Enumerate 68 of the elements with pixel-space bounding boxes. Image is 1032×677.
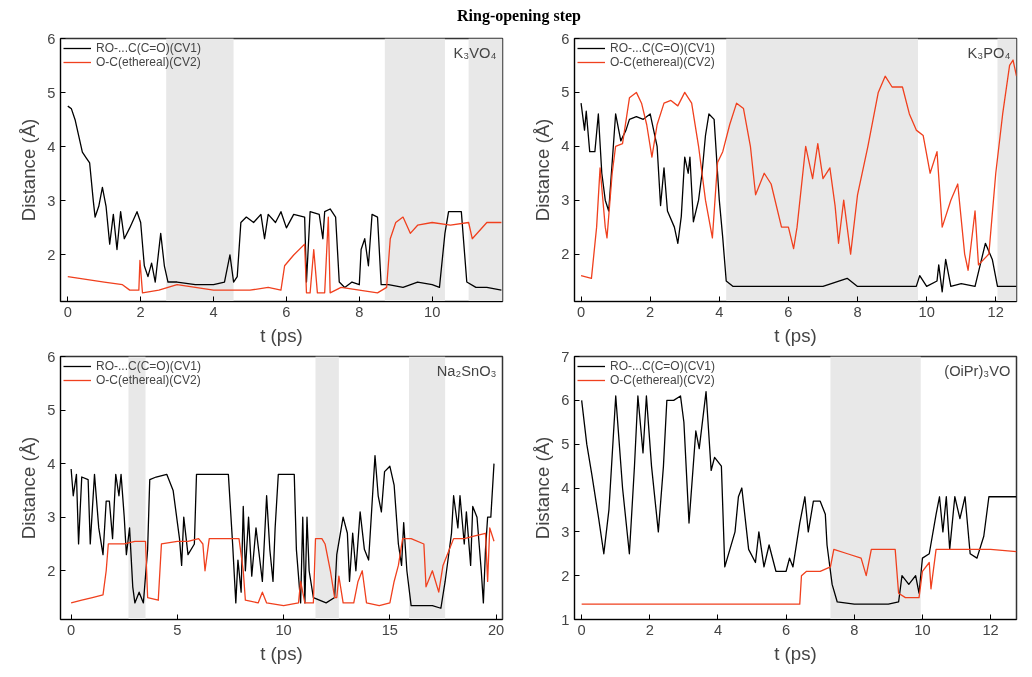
x-tick-label: 8 [853,303,862,320]
legend-label: RO-...C(C=O)(CV1) [96,359,201,373]
y-axis-title: Distance (Å) [18,436,40,540]
y-tick-label: 6 [47,348,56,365]
x-tick-label: 6 [782,621,791,638]
x-tick-label: 0 [63,303,72,320]
x-axis-title: t (ps) [774,642,817,664]
legend-label: O-C(ethereal)(CV2) [610,373,715,387]
x-tick-label: 4 [713,621,723,638]
y-tick-label: 2 [47,246,56,263]
y-axis-title: Distance (Å) [18,118,40,222]
annotation: Na₂SnO₃ [436,362,497,379]
x-tick-label: 20 [487,621,505,638]
x-tick-label: 12 [987,303,1004,320]
y-tick-label: 5 [47,402,56,419]
x-tick-label: 2 [646,303,655,320]
x-tick-label: 10 [275,621,292,638]
legend-label: RO-...C(C=O)(CV1) [610,359,715,373]
x-tick-label: 0 [67,621,76,638]
y-tick-label: 6 [561,392,570,409]
y-tick-label: 3 [47,192,56,209]
x-tick-label: 2 [645,621,654,638]
legend-label: O-C(ethereal)(CV2) [96,55,201,69]
x-axis-title: t (ps) [774,324,817,346]
x-tick-label: 0 [576,303,586,320]
x-tick-label: 4 [209,303,218,320]
y-tick-label: 2 [561,567,570,584]
y-tick-label: 4 [47,455,56,472]
y-tick-label: 4 [47,138,56,155]
y-tick-label: 2 [47,562,56,579]
chart-title: Ring-opening step [456,6,582,27]
x-tick-label: 0 [577,621,586,638]
y-tick-label: 6 [47,30,56,47]
annotation: K₃PO₄ [967,44,1011,61]
annotation: (OiPr)₃VO [944,362,1011,379]
x-tick-label: 15 [381,621,399,638]
y-tick-label: 3 [561,523,570,540]
x-tick-label: 6 [282,303,291,320]
y-tick-label: 4 [561,480,570,496]
x-tick-label: 10 [914,621,931,638]
y-tick-label: 7 [561,348,570,365]
x-tick-label: 4 [715,303,724,320]
annotation: K₃VO₄ [453,44,497,61]
y-tick-label: 4 [561,138,570,155]
x-tick-label: 10 [918,303,935,320]
y-tick-label: 2 [561,246,570,263]
y-tick-label: 5 [47,84,56,101]
y-tick-label: 1 [561,611,570,628]
y-tick-label: 5 [561,84,570,101]
legend-label: O-C(ethereal)(CV2) [96,373,201,387]
y-tick-label: 5 [561,436,570,453]
y-tick-label: 3 [47,509,56,526]
x-tick-label: 5 [173,621,182,638]
x-tick-label: 6 [784,303,793,320]
x-tick-label: 10 [424,303,441,320]
legend-label: O-C(ethereal)(CV2) [610,55,715,69]
x-axis-title: t (ps) [260,642,303,664]
y-tick-label: 6 [561,30,570,47]
y-tick-label: 3 [561,192,570,209]
x-tick-label: 8 [850,621,859,638]
legend-label: RO-...C(C=O)(CV1) [96,41,201,55]
x-tick-label: 12 [982,621,999,638]
x-axis-title: t (ps) [260,324,303,346]
x-tick-label: 2 [136,303,145,320]
x-tick-label: 8 [355,303,364,320]
y-axis-title: Distance (Å) [532,118,554,222]
y-axis-title: Distance (Å) [532,436,554,540]
legend-label: RO-...C(C=O)(CV1) [610,41,715,55]
